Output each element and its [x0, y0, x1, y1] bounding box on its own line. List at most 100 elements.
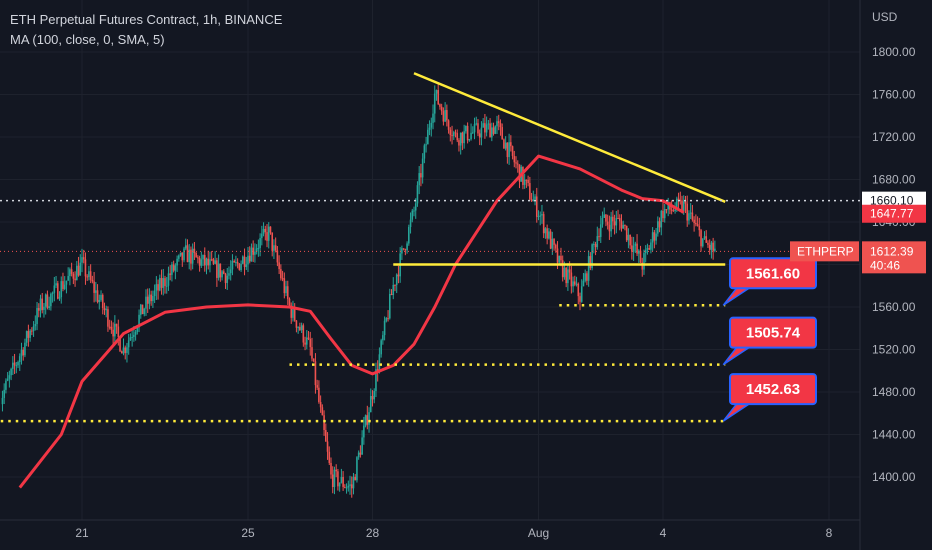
candle-down — [565, 267, 567, 284]
candle-down — [440, 106, 443, 112]
candle-up — [209, 259, 211, 266]
candle-up — [627, 234, 630, 241]
candle-down — [478, 133, 481, 138]
candle-up — [12, 362, 14, 369]
candle-down — [269, 226, 272, 233]
candle-up — [79, 262, 82, 276]
candle-down — [103, 308, 106, 311]
chart-title: ETH Perpetual Futures Contract, 1h, BINA… — [10, 12, 283, 27]
y-tick-label: 1480.00 — [872, 385, 916, 399]
candle-up — [676, 198, 678, 210]
x-tick-label: 25 — [241, 526, 255, 540]
candle-up — [428, 127, 431, 130]
candle-up — [480, 127, 483, 138]
candle-down — [101, 294, 104, 309]
candle-down — [662, 210, 664, 219]
candle-down — [243, 256, 246, 267]
candle-up — [714, 248, 716, 251]
candle-down — [397, 274, 400, 277]
candle-up — [534, 196, 536, 200]
candle-up — [32, 326, 35, 332]
candle-up — [378, 354, 381, 373]
candle-down — [553, 238, 555, 245]
candle-down — [658, 221, 661, 228]
candle-down — [691, 212, 694, 220]
candle-up — [134, 331, 137, 335]
candle-down — [598, 236, 600, 238]
candle-down — [337, 471, 339, 487]
candle-down — [672, 210, 675, 212]
candle-up — [622, 225, 625, 229]
candle-down — [283, 278, 286, 294]
candle-down — [311, 347, 313, 359]
candle-up — [544, 228, 547, 234]
candle-down — [27, 331, 30, 338]
candle-down — [454, 132, 457, 134]
candle-down — [108, 326, 111, 328]
last-price-bg — [862, 241, 926, 274]
candle-up — [584, 273, 586, 281]
candle-down — [577, 283, 580, 297]
y-tick-label: 1800.00 — [872, 45, 916, 59]
candle-up — [425, 144, 427, 146]
candle-up — [657, 221, 659, 234]
indicator-label: MA (100, close, 0, SMA, 5) — [10, 32, 165, 47]
candle-down — [677, 198, 680, 201]
callout-value: 1505.74 — [746, 325, 801, 342]
candle-down — [527, 179, 529, 184]
candle-up — [34, 324, 37, 327]
x-tick-label: 28 — [366, 526, 380, 540]
candle-up — [433, 93, 436, 114]
candle-up — [55, 283, 57, 286]
candle-down — [295, 320, 298, 328]
candle-down — [328, 451, 331, 463]
candle-up — [228, 273, 230, 276]
candle-down — [624, 225, 626, 227]
candle-up — [637, 250, 640, 254]
candle-up — [171, 264, 173, 275]
candle-up — [88, 271, 90, 278]
candle-down — [574, 281, 576, 285]
candle-down — [518, 164, 521, 182]
y-tick-label: 1400.00 — [872, 470, 916, 484]
candle-up — [414, 203, 417, 211]
candle-down — [456, 133, 459, 141]
candle-down — [13, 362, 16, 366]
candle-down — [530, 199, 533, 202]
candle-up — [273, 245, 275, 251]
candle-down — [172, 264, 175, 271]
candle-down — [252, 247, 254, 255]
candle-down — [359, 452, 362, 455]
candle-up — [338, 482, 341, 487]
candle-up — [688, 213, 690, 221]
candle-up — [179, 252, 182, 256]
candle-down — [342, 476, 344, 487]
candle-up — [349, 484, 351, 486]
candle-down — [307, 337, 310, 339]
candle-down — [613, 221, 616, 226]
candle-down — [546, 228, 548, 239]
candle-up — [165, 285, 168, 287]
candle-up — [6, 378, 9, 381]
ma-price-bg — [862, 204, 926, 223]
level-callout: 1561.60 — [722, 257, 817, 306]
candle-up — [214, 260, 216, 264]
candle-up — [76, 265, 78, 281]
candle-up — [601, 217, 604, 225]
candle-up — [333, 469, 336, 488]
candle-down — [684, 201, 687, 204]
ma-price-text: 1647.77 — [870, 207, 914, 221]
candle-up — [491, 127, 493, 138]
candle-up — [567, 269, 569, 284]
candle-down — [37, 308, 40, 311]
candle-down — [86, 276, 88, 278]
candle-up — [551, 238, 554, 249]
candle-up — [408, 227, 410, 244]
candle-up — [235, 261, 237, 263]
candle-down — [529, 183, 531, 200]
candle-down — [402, 248, 405, 250]
candle-up — [406, 243, 408, 251]
candle-down — [318, 387, 320, 402]
candle-down — [390, 293, 393, 296]
